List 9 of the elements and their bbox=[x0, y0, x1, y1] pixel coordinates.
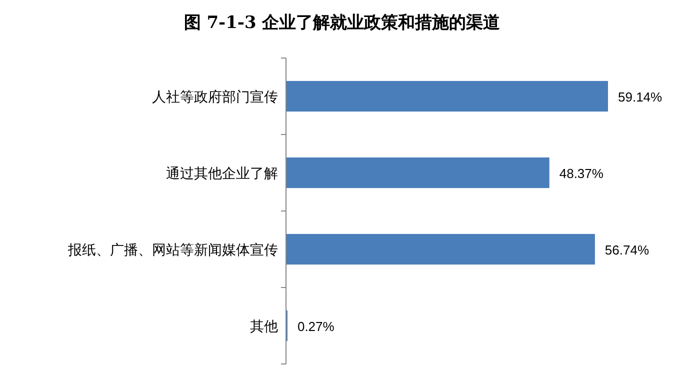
data-label: 56.74% bbox=[604, 242, 650, 258]
category-label: 报纸、广播、网站等新闻媒体宣传 bbox=[68, 241, 278, 258]
data-label: 48.37% bbox=[559, 166, 604, 181]
data-label: 0.27% bbox=[297, 318, 334, 334]
category-label: 其他 bbox=[250, 318, 278, 334]
title: 图 7-1-3 企业了解就业政策和措施的渠道 bbox=[184, 13, 500, 33]
category-label: 通过其他企业了解 bbox=[166, 164, 278, 181]
data-label: 59.14% bbox=[618, 89, 662, 104]
category-label: 人社等政府部门宣传 bbox=[152, 88, 278, 104]
